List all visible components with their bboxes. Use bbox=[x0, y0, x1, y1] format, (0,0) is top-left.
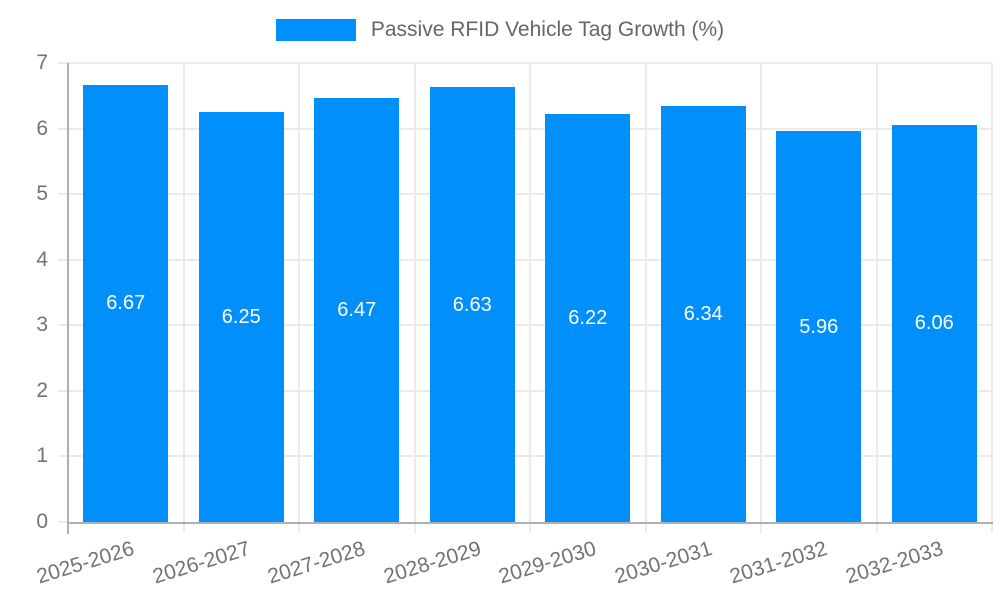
gridline bbox=[991, 63, 993, 522]
legend-label: Passive RFID Vehicle Tag Growth (%) bbox=[370, 18, 725, 41]
x-axis-tick bbox=[413, 522, 416, 533]
x-axis-tick bbox=[991, 522, 993, 533]
y-axis-tick-label: 1 bbox=[36, 444, 48, 468]
bar-value-label: 6.34 bbox=[683, 303, 723, 326]
x-axis-tick-label: 2027-2028 bbox=[265, 537, 369, 589]
y-axis-tick-label: 6 bbox=[36, 116, 48, 140]
y-axis-tick-label: 2 bbox=[36, 378, 48, 402]
bar-value-label: 6.25 bbox=[221, 306, 261, 329]
x-axis-tick-label: 2029-2030 bbox=[496, 537, 600, 589]
x-axis-tick bbox=[760, 522, 762, 533]
gridline bbox=[413, 63, 416, 522]
gridline bbox=[875, 63, 878, 522]
bar[interactable] bbox=[660, 106, 746, 522]
x-axis-tick-label: 2032-2033 bbox=[842, 537, 946, 589]
x-axis-tick-label: 2025-2026 bbox=[34, 537, 138, 589]
x-axis-tick-label: 2026-2027 bbox=[149, 537, 253, 589]
bar-value-label: 6.06 bbox=[914, 312, 954, 335]
x-axis-tick bbox=[529, 522, 531, 533]
y-axis-tick-label: 4 bbox=[36, 247, 48, 271]
bar-value-label: 6.22 bbox=[568, 307, 608, 330]
y-axis-tick bbox=[58, 62, 68, 64]
x-axis-tick bbox=[644, 522, 647, 533]
bar[interactable] bbox=[429, 87, 515, 522]
y-axis-tick-label: 0 bbox=[36, 510, 48, 533]
y-axis-tick bbox=[58, 324, 68, 327]
x-axis-tick-label: 2030-2031 bbox=[611, 537, 715, 589]
bar[interactable] bbox=[891, 124, 977, 522]
bar[interactable] bbox=[545, 114, 631, 522]
x-axis-tick-label: 2031-2032 bbox=[727, 537, 831, 589]
gridline bbox=[644, 63, 647, 522]
y-axis-tick bbox=[58, 258, 68, 261]
gridline bbox=[298, 63, 300, 522]
bar-value-label: 6.67 bbox=[106, 292, 146, 315]
bar[interactable] bbox=[776, 131, 862, 522]
bar[interactable] bbox=[314, 97, 400, 522]
x-axis-tick bbox=[298, 522, 300, 533]
y-axis-tick bbox=[58, 455, 68, 458]
y-axis-tick-label: 3 bbox=[36, 313, 48, 337]
gridline bbox=[182, 63, 185, 522]
x-axis-tick-label: 2028-2029 bbox=[380, 537, 484, 589]
bar-value-label: 6.63 bbox=[452, 293, 492, 316]
x-axis-tick bbox=[182, 522, 185, 533]
y-axis-tick bbox=[58, 127, 68, 130]
bar[interactable] bbox=[198, 112, 284, 522]
y-axis-tick bbox=[58, 389, 68, 392]
gridline bbox=[760, 63, 762, 522]
y-axis-line bbox=[67, 63, 69, 534]
y-axis-tick bbox=[58, 193, 68, 196]
bar-value-label: 6.47 bbox=[337, 298, 377, 321]
x-axis-baseline bbox=[67, 522, 993, 524]
x-axis-tick bbox=[875, 522, 878, 533]
y-axis-tick bbox=[58, 521, 68, 523]
y-axis-tick-label: 7 bbox=[36, 51, 48, 74]
y-axis-tick-label: 5 bbox=[36, 182, 48, 206]
gridline bbox=[529, 63, 531, 522]
bar[interactable] bbox=[83, 84, 169, 522]
bar-value-label: 5.96 bbox=[799, 315, 839, 338]
chart-legend[interactable]: Passive RFID Vehicle Tag Growth (%) bbox=[0, 18, 1000, 42]
legend-swatch bbox=[275, 19, 356, 41]
